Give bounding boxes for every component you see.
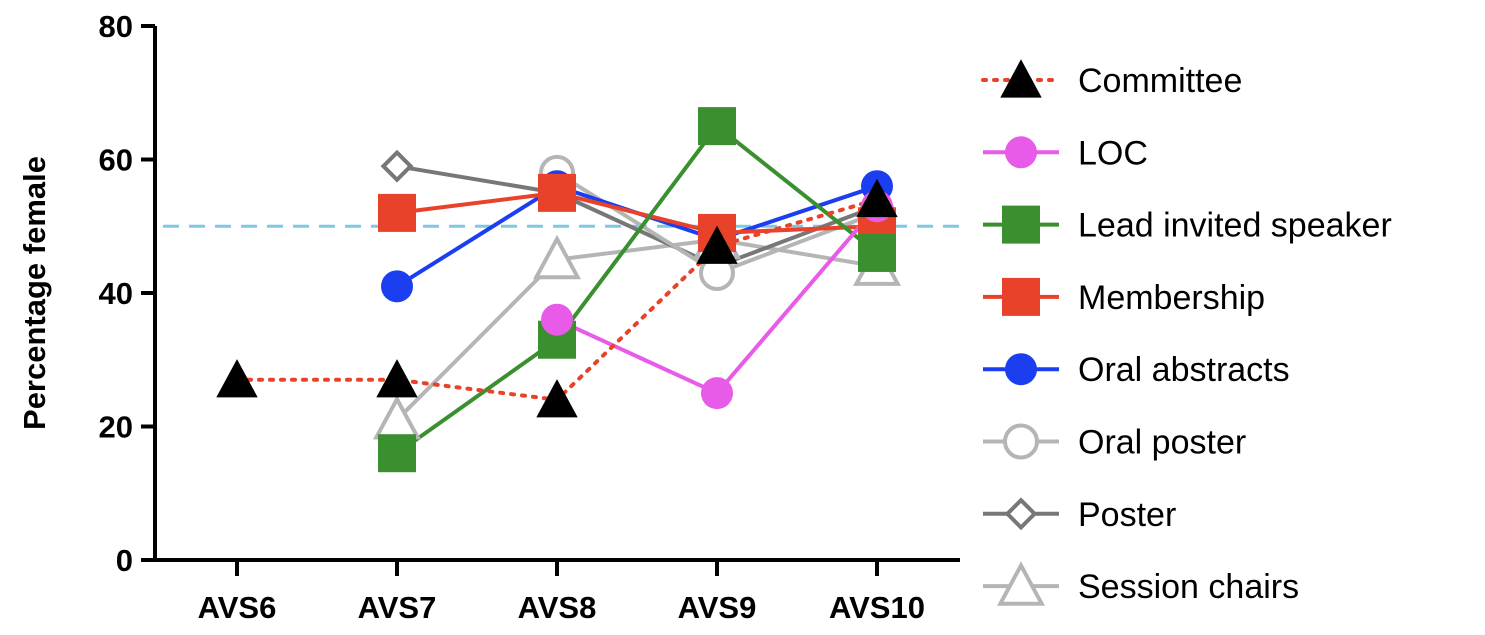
series-line-oral-abstracts — [395, 184, 878, 289]
data-point-committee — [696, 225, 738, 264]
legend-label: Membership — [1078, 279, 1265, 317]
y-tick-label: 40 — [99, 276, 133, 311]
x-tick-label: AVS7 — [358, 590, 437, 625]
series-line-poster — [396, 164, 878, 269]
legend-marker — [1005, 136, 1037, 169]
legend-marker — [1002, 205, 1040, 244]
data-point-committee — [536, 379, 578, 418]
legend-item-loc: LOC — [983, 134, 1148, 172]
data-point-loc — [541, 303, 573, 336]
x-tick-label: AVS9 — [678, 590, 757, 625]
data-point-lead-invited-speaker — [378, 434, 416, 473]
legend-marker — [996, 561, 1046, 606]
legend-item-oral-abstracts: Oral abstracts — [983, 351, 1290, 389]
x-tick-label: AVS8 — [518, 590, 597, 625]
legend-item-committee: Committee — [981, 59, 1242, 100]
legend-label: LOC — [1078, 134, 1148, 172]
data-point-session-chairs — [532, 234, 582, 280]
legend-marker — [1000, 59, 1042, 98]
legend: Committee LOC Lead invited speaker Membersh… — [981, 59, 1392, 606]
legend-marker — [1004, 497, 1038, 531]
y-tick-label: 80 — [99, 9, 133, 44]
legend-label: Poster — [1078, 496, 1176, 534]
legend-label: Session chairs — [1078, 568, 1299, 606]
y-tick-label: 0 — [116, 543, 133, 578]
series-line-membership — [396, 190, 878, 235]
legend-label: Lead invited speaker — [1078, 207, 1392, 245]
data-point-membership — [538, 173, 576, 212]
y-tick-label: 20 — [99, 410, 133, 445]
series-line-lead-invited-speaker — [395, 124, 879, 455]
data-point-loc — [701, 377, 733, 410]
data-point-membership — [378, 193, 416, 232]
legend-label: Oral abstracts — [1078, 351, 1290, 389]
legend-marker — [1003, 423, 1039, 460]
legend-item-poster: Poster — [983, 496, 1176, 534]
legend-label: Oral poster — [1078, 424, 1246, 462]
data-point-poster — [380, 149, 414, 183]
legend-marker — [1005, 353, 1037, 386]
legend-item-membership: Membership — [983, 277, 1265, 317]
y-tick-label: 60 — [99, 143, 133, 178]
legend-marker — [1002, 277, 1040, 316]
x-tick-label: AVS10 — [829, 590, 925, 625]
data-point-lead-invited-speaker — [698, 107, 736, 146]
data-point-oral-abstracts — [381, 270, 413, 303]
legend-item-oral-poster: Oral poster — [983, 423, 1246, 462]
legend-item-lead-invited-speaker: Lead invited speaker — [983, 205, 1392, 245]
x-tick-label: AVS6 — [198, 590, 277, 625]
series-line-session-chairs — [395, 237, 878, 422]
data-point-lead-invited-speaker — [858, 233, 896, 272]
legend-label: Committee — [1078, 62, 1242, 100]
y-axis-title: Percentage female — [17, 156, 52, 430]
legend-item-session-chairs: Session chairs — [983, 561, 1299, 606]
data-point-committee — [376, 359, 418, 398]
data-point-committee — [216, 359, 258, 398]
data-point-committee — [856, 178, 898, 218]
